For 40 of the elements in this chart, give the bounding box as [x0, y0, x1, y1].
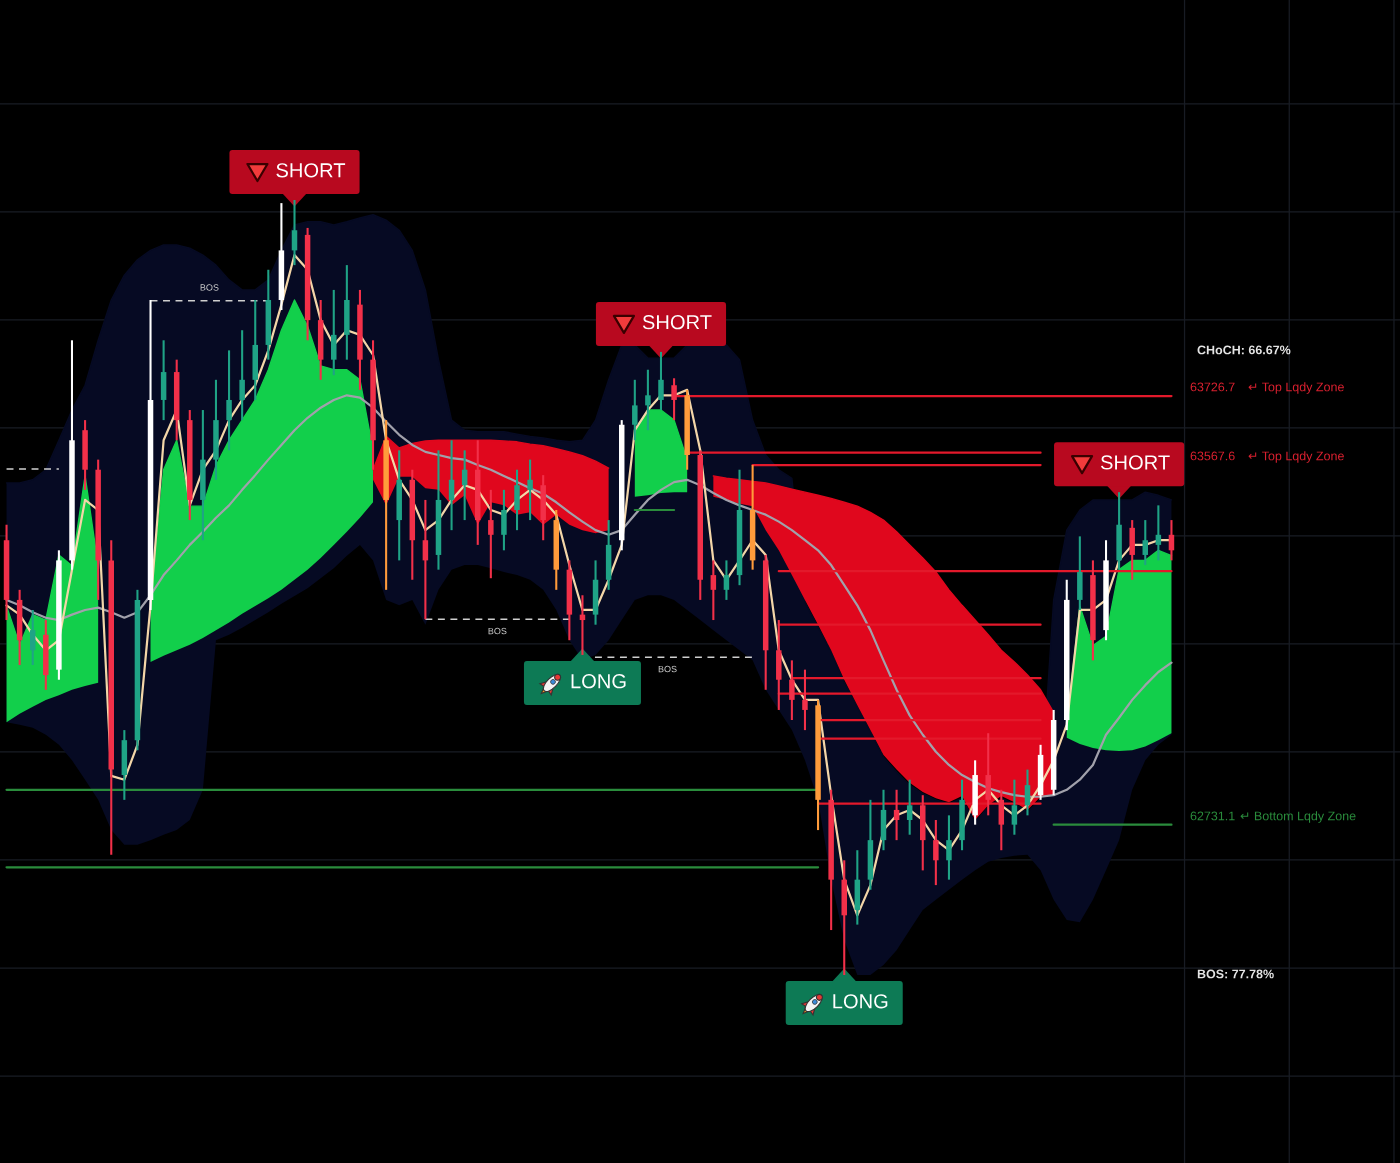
candlestick — [422, 498, 429, 621]
candlestick — [933, 818, 939, 887]
text: ↵ Bottom Lqdy Zone — [1240, 811, 1356, 823]
candlestick — [239, 329, 245, 422]
series-label: LONG — [571, 674, 626, 689]
candlestick — [645, 368, 651, 432]
text: ↵ Top Lqdy Zone — [1248, 451, 1344, 463]
candlestick — [1011, 778, 1018, 836]
candlestick — [802, 668, 808, 732]
candlestick — [1142, 519, 1149, 567]
series-label: SHORT — [1100, 455, 1170, 470]
candlestick — [291, 198, 298, 267]
candlestick — [671, 377, 677, 422]
candlestick — [710, 559, 717, 622]
candlestick — [893, 788, 900, 842]
candlestick — [448, 439, 455, 532]
candlestick — [906, 778, 913, 836]
text: 62731.1 — [1190, 811, 1235, 821]
candlestick — [632, 378, 638, 442]
candlestick — [946, 814, 952, 881]
candlestick — [789, 659, 795, 722]
candlestick — [658, 350, 664, 412]
candlestick — [527, 458, 533, 522]
candlestick — [226, 349, 232, 452]
series-label: BOS — [200, 284, 219, 291]
text: ↵ Top Lqdy Zone — [1248, 382, 1344, 394]
candlestick — [1155, 504, 1162, 562]
candlestick — [723, 559, 730, 601]
series-label: BOS — [658, 665, 677, 673]
text: 63567.6 — [1190, 451, 1235, 461]
text: BOS: 77.78% — [1197, 969, 1274, 979]
series-label: BOS — [488, 627, 507, 635]
text: SHORT — [276, 163, 346, 178]
text: SHORT — [642, 315, 712, 330]
text: CHoCH: 66.67% — [1197, 345, 1291, 355]
candlestick — [29, 608, 36, 667]
candlestick — [488, 488, 494, 580]
text: LONG — [833, 994, 888, 1009]
text: 63726.7 — [1190, 382, 1235, 392]
candlestick — [1024, 768, 1031, 817]
